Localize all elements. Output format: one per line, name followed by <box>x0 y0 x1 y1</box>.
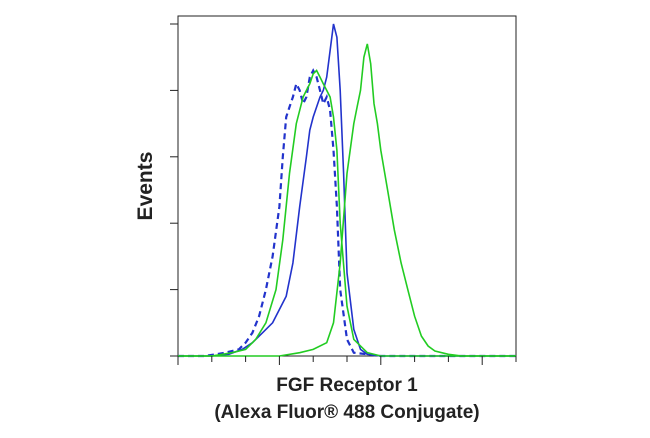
series-line-2 <box>178 68 516 358</box>
x-axis-ticks <box>177 356 517 365</box>
series-layer <box>178 23 516 358</box>
x-axis-label-line2: (Alexa Fluor® 488 Conjugate) <box>214 402 479 423</box>
x-axis-label-line1: FGF Receptor 1 <box>276 375 418 396</box>
y-axis-label: Events <box>134 152 157 221</box>
series-line-4 <box>178 43 516 357</box>
y-axis-ticks <box>170 23 178 357</box>
series-line-3 <box>178 69 516 357</box>
series-line-1 <box>178 23 516 357</box>
